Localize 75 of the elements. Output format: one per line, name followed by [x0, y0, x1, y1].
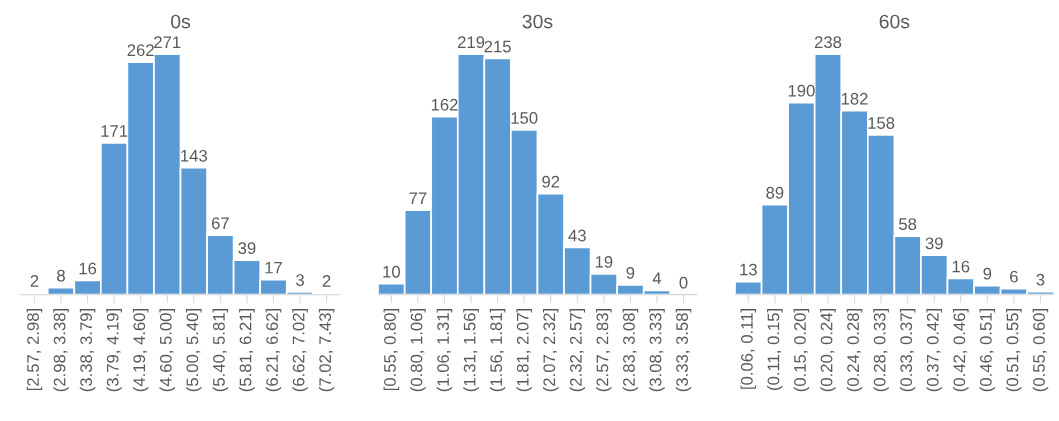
- x-tick-label: (2.83, 3.08]: [622, 309, 639, 392]
- x-tick-label: (2.98, 3.38]: [53, 309, 69, 392]
- data-label: 0: [679, 276, 688, 289]
- data-label: 13: [740, 263, 757, 276]
- x-tick-label: (1.06, 1.31]: [436, 309, 453, 392]
- chart-title: 30s: [522, 14, 553, 29]
- x-tick-label: (0.24, 0.28]: [846, 309, 863, 392]
- x-tick-label: [0.06, 0.11]: [740, 309, 757, 389]
- x-tick-label: (3.38, 3.79]: [79, 309, 96, 392]
- data-label: 162: [431, 98, 458, 111]
- data-label: 271: [154, 36, 181, 48]
- data-label: 238: [814, 36, 842, 49]
- data-label: 182: [841, 92, 868, 105]
- data-label: 3: [296, 274, 304, 286]
- x-tick-label: (0.20, 0.24]: [820, 309, 836, 392]
- data-label: 143: [181, 149, 207, 162]
- data-label: 158: [868, 117, 895, 129]
- x-tick-label: (0.51, 0.55]: [1006, 309, 1022, 392]
- data-label: 215: [484, 40, 511, 53]
- data-label: 77: [409, 192, 427, 204]
- data-label: 19: [595, 255, 613, 268]
- data-label: 8: [57, 269, 65, 282]
- x-tick-label: (2.32, 2.57]: [569, 309, 586, 392]
- data-label: 190: [788, 84, 815, 97]
- x-tick-label: (5.40, 5.81]: [212, 309, 229, 392]
- x-tick-label: (0.42, 0.46]: [952, 309, 969, 392]
- x-tick-label: (0.80, 1.06]: [410, 309, 426, 392]
- chart-title: 0s: [171, 14, 191, 29]
- x-tick-label: (0.15, 0.20]: [793, 309, 810, 392]
- x-tick-label: (5.00, 5.40]: [186, 309, 202, 392]
- data-label: 58: [899, 218, 917, 230]
- data-label: 89: [766, 186, 784, 199]
- x-tick-label: [2.57, 2.98]: [26, 309, 43, 391]
- data-label: 6: [1010, 270, 1018, 283]
- x-tick-label: (0.46, 0.51]: [979, 309, 996, 392]
- x-tick-label: (0.33, 0.37]: [899, 309, 916, 392]
- x-tick-label: (3.33, 3.58]: [675, 309, 692, 392]
- x-tick-label: (7.02, 7.43]: [318, 309, 335, 392]
- data-label: 2: [30, 275, 39, 287]
- data-label: 39: [925, 237, 943, 250]
- x-tick-label: [0.55, 0.80]: [383, 309, 400, 391]
- x-tick-label: (1.31, 1.56]: [463, 309, 479, 392]
- data-label: 67: [211, 217, 229, 230]
- data-label: 3: [1036, 273, 1045, 286]
- data-label: 2: [322, 275, 331, 287]
- x-tick-label: (0.55, 0.60]: [1032, 309, 1049, 392]
- x-tick-label: (5.81, 6.21]: [239, 309, 255, 392]
- x-tick-label: (6.62, 7.02]: [292, 309, 308, 392]
- data-label: 17: [265, 261, 282, 274]
- data-label: 10: [383, 265, 400, 278]
- x-tick-label: (0.28, 0.33]: [873, 309, 889, 392]
- data-label: 4: [652, 272, 662, 285]
- data-label: 43: [568, 229, 586, 242]
- x-tick-label: (3.08, 3.33]: [649, 309, 665, 392]
- x-tick-label: (2.57, 2.83]: [596, 309, 612, 392]
- x-tick-label: (4.19, 4.60]: [132, 309, 149, 392]
- x-tick-label: (0.11, 0.15]: [767, 309, 783, 390]
- x-tick-label: (4.60, 5.00]: [159, 309, 176, 392]
- data-label: 92: [542, 175, 560, 188]
- chart-title: 60s: [879, 14, 910, 29]
- data-label: 219: [457, 36, 485, 49]
- x-tick-label: (1.56, 1.81]: [489, 309, 506, 392]
- data-label: 9: [626, 266, 635, 279]
- data-label: 150: [511, 112, 538, 124]
- x-tick-label: (1.81, 2.07]: [516, 309, 532, 392]
- data-label: 9: [983, 267, 992, 280]
- x-tick-label: (2.07, 2.32]: [542, 309, 559, 392]
- x-tick-label: (3.79, 4.19]: [106, 309, 122, 392]
- x-tick-label: (6.21, 6.62]: [265, 309, 282, 392]
- data-label: 39: [238, 242, 256, 255]
- data-label: 171: [101, 125, 128, 137]
- data-label: 16: [952, 260, 970, 273]
- data-label: 262: [127, 44, 154, 57]
- data-label: 16: [79, 262, 97, 275]
- x-tick-label: (0.37, 0.42]: [926, 309, 942, 392]
